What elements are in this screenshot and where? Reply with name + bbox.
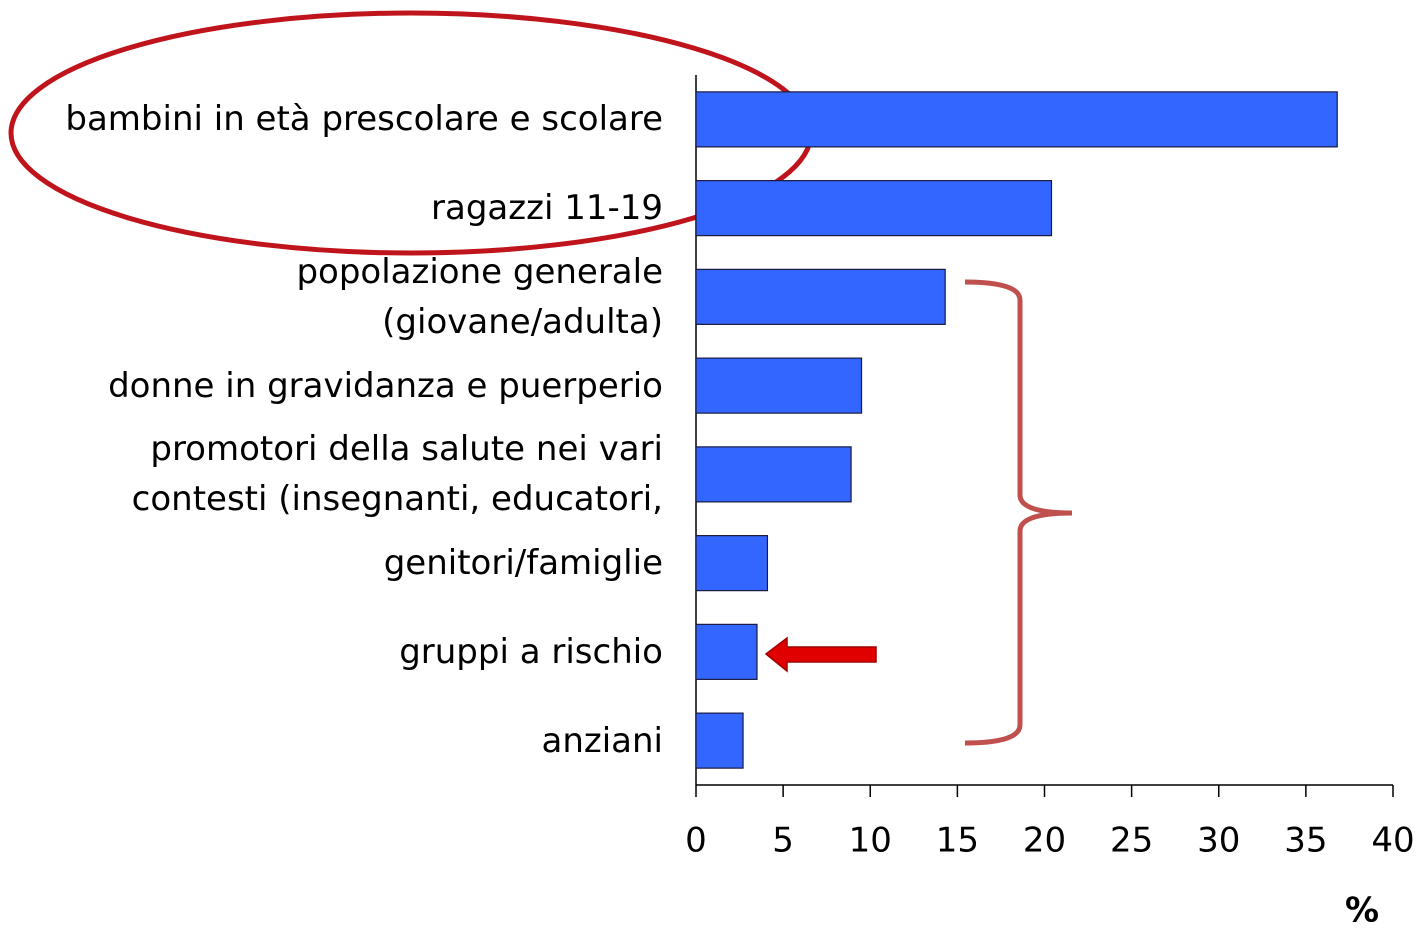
bar [695,712,744,769]
x-tick-label: 30 [1197,821,1240,861]
bar [695,268,946,325]
x-tick-label: 40 [1371,821,1414,861]
x-tick-label: 10 [849,821,892,861]
bar [695,535,769,592]
brace [964,279,1073,746]
bar [695,180,1053,237]
x-tick-label: 5 [772,821,794,861]
bar [695,623,758,680]
arrow [764,636,877,673]
category-label: genitori/famiglie [383,543,663,584]
bar [695,357,863,414]
x-tick-label: 35 [1284,821,1327,861]
x-tick-label: 20 [1023,821,1066,861]
bar [695,446,852,503]
category-label: donne in gravidanza e puerperio [108,365,663,406]
x-tick-label: 15 [936,821,979,861]
category-label: bambini in età prescolare e scolare [65,99,663,140]
category-label: gruppi a rischio [399,631,663,672]
category-label: promotori della salute nei vari contesti… [131,429,663,520]
x-axis-label: % [1345,891,1379,929]
category-label: anziani [541,720,663,761]
x-tick-label: 25 [1110,821,1153,861]
x-tick-label: 0 [685,821,707,861]
bar [695,91,1338,148]
category-label: popolazione generale (giovane/adulta) [296,251,663,342]
category-label: ragazzi 11-19 [431,188,663,229]
